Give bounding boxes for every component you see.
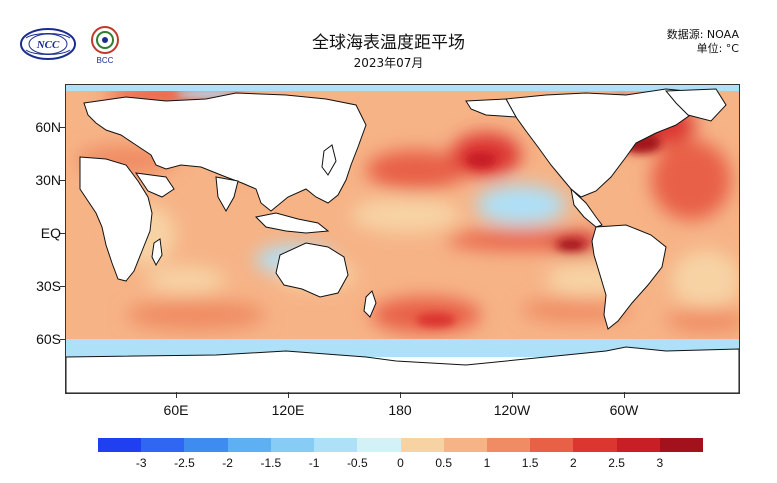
y-label-30n: 30N [35, 172, 61, 188]
land-antarctica [66, 346, 739, 393]
colorbar-segment [573, 438, 617, 452]
x-label-60e: 60E [163, 402, 189, 418]
x-label-60w: 60W [609, 402, 639, 418]
logo-graphics: NCC BCC [20, 26, 119, 65]
y-label-eq: EQ [40, 225, 61, 241]
colorbar-segment [659, 438, 704, 452]
ncc-logo-text: NCC [36, 39, 60, 51]
land-arabia [134, 172, 175, 198]
colorbar-segment [357, 438, 401, 452]
colorbar-label: 3 [656, 456, 664, 470]
y-label-60n: 60N [35, 119, 61, 135]
land-north-america [505, 88, 723, 198]
colorbar-label: -2 [222, 456, 233, 470]
colorbar-label: -3 [135, 456, 147, 470]
data-source-label: 数据源: NOAA [666, 28, 739, 41]
arctic-band [66, 85, 739, 91]
land-japan [321, 144, 337, 176]
land-africa [79, 156, 153, 282]
land-central-america [570, 187, 603, 228]
colorbar-segment [141, 438, 185, 452]
colorbar-segment [98, 438, 142, 452]
colorbar-segment [270, 438, 315, 452]
ncc-logo: NCC [20, 28, 76, 60]
y-tick-30n [60, 180, 66, 181]
x-tick-60e [176, 392, 177, 398]
x-tick-120w [512, 392, 513, 398]
y-tick-eq [60, 233, 66, 234]
colorbar-segment [616, 438, 660, 452]
logos: NCC BCC [20, 22, 130, 66]
y-tick-60s [60, 339, 66, 340]
y-label-60s: 60S [36, 331, 61, 347]
y-tick-30s [60, 286, 66, 287]
land-alaska [465, 98, 517, 118]
colorbar-label: 1.5 [521, 456, 539, 470]
southern-band [66, 339, 739, 357]
colorbar-segment [400, 438, 444, 452]
map-svg [66, 85, 739, 393]
bcc-logo: BCC [91, 26, 119, 65]
x-label-120e: 120E [271, 402, 305, 418]
land-indonesia [254, 212, 330, 234]
map-title: 全球海表温度距平场 [312, 33, 465, 53]
colorbar-segment [530, 438, 574, 452]
land-new-zealand [363, 290, 377, 318]
map-meta: 数据源: NOAA 单位: °C [667, 28, 739, 56]
colorbar-segment [227, 438, 271, 452]
bcc-logo-text: BCC [97, 56, 114, 65]
y-label-30s: 30S [36, 278, 61, 294]
sst-anomaly-map [65, 84, 740, 394]
colorbar-label: 2 [570, 456, 577, 470]
colorbar-segment [443, 438, 487, 452]
colorbar-label: -1.5 [260, 456, 282, 470]
colorbar-label: 0.5 [435, 456, 453, 470]
x-tick-60w [624, 392, 625, 398]
x-label-180: 180 [388, 402, 412, 418]
colorbar-segment [184, 438, 228, 452]
x-tick-180 [400, 392, 401, 398]
land-eurasia [83, 92, 367, 212]
colorbar-label: -0.5 [346, 456, 368, 470]
unit-label: 单位: °C [696, 42, 739, 55]
colorbar [98, 438, 704, 452]
land-greenland [664, 88, 727, 122]
colorbar-label: -2.5 [174, 456, 195, 470]
map-subtitle: 2023年07月 [353, 56, 424, 70]
colorbar-segment [314, 438, 358, 452]
land-australia [275, 242, 349, 298]
colorbar-label: 0 [397, 456, 404, 470]
y-tick-60n [60, 127, 66, 128]
colorbar-segment [486, 438, 531, 452]
colorbar-label: 2.5 [608, 456, 625, 470]
land-madagascar [151, 238, 163, 267]
x-tick-120e [288, 392, 289, 398]
colorbar-label: -1 [308, 456, 320, 470]
colorbar-label: 1 [483, 456, 491, 470]
x-label-120w: 120W [493, 402, 531, 418]
land-india [215, 176, 239, 213]
land-south-america [591, 224, 667, 330]
